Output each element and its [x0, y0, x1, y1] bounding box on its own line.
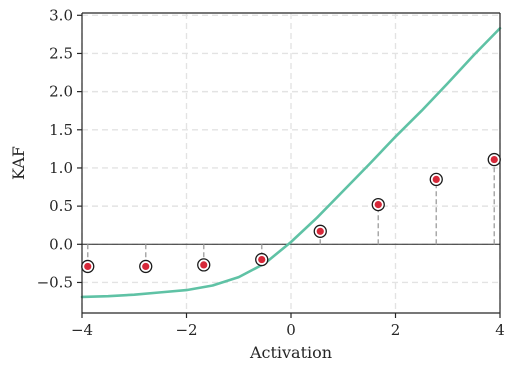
stem-marker — [374, 201, 382, 209]
x-tick-label: −4 — [71, 321, 93, 339]
stem-marker — [490, 155, 498, 164]
stem-marker — [142, 262, 150, 271]
x-tick-label: −2 — [175, 321, 197, 339]
x-tick-label: 2 — [391, 321, 401, 339]
y-tick-label: −0.5 — [37, 273, 73, 291]
y-tick-label: 1.0 — [49, 159, 73, 177]
y-tick-label: 1.5 — [49, 121, 73, 139]
x-axis-label: Activation — [249, 343, 332, 362]
kaf-curve — [80, 26, 502, 299]
y-axis-label: KAF — [9, 146, 28, 180]
plot-area — [80, 26, 502, 299]
y-tick-label: 3.0 — [49, 6, 73, 24]
x-tick-label: 4 — [495, 321, 505, 339]
stem-marker — [200, 261, 208, 269]
stem-marker — [432, 175, 440, 184]
y-tick-label: 0.5 — [49, 197, 73, 215]
stem-marker — [84, 262, 92, 271]
y-tick-label: 0.0 — [49, 235, 73, 253]
y-tick-label: 2.5 — [49, 44, 73, 62]
axes: −4 −2 0 2 4 −0.5 0.0 0.5 1.0 1.5 2.0 2.5 3.0 — [37, 6, 505, 339]
x-tick-label: 0 — [286, 321, 296, 339]
stem-marker — [258, 255, 266, 264]
stem-marker — [316, 227, 324, 235]
y-tick-label: 2.0 — [49, 83, 73, 101]
